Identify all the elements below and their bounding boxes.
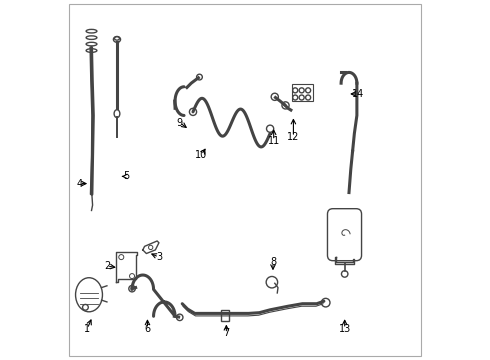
Text: 5: 5 (123, 171, 129, 181)
Text: 11: 11 (268, 136, 280, 145)
Text: 6: 6 (145, 324, 150, 334)
Text: 7: 7 (223, 328, 229, 338)
Bar (292, 84, 313, 101)
Text: 2: 2 (104, 261, 110, 271)
Text: 9: 9 (177, 118, 183, 128)
Text: 1: 1 (84, 324, 90, 334)
Text: 13: 13 (339, 324, 351, 334)
Text: 3: 3 (156, 252, 162, 262)
Text: 4: 4 (76, 179, 82, 189)
Text: 12: 12 (287, 132, 299, 142)
Text: 14: 14 (352, 89, 364, 99)
Text: 10: 10 (195, 150, 207, 160)
Text: 8: 8 (270, 257, 276, 267)
Bar (220, 310, 228, 321)
